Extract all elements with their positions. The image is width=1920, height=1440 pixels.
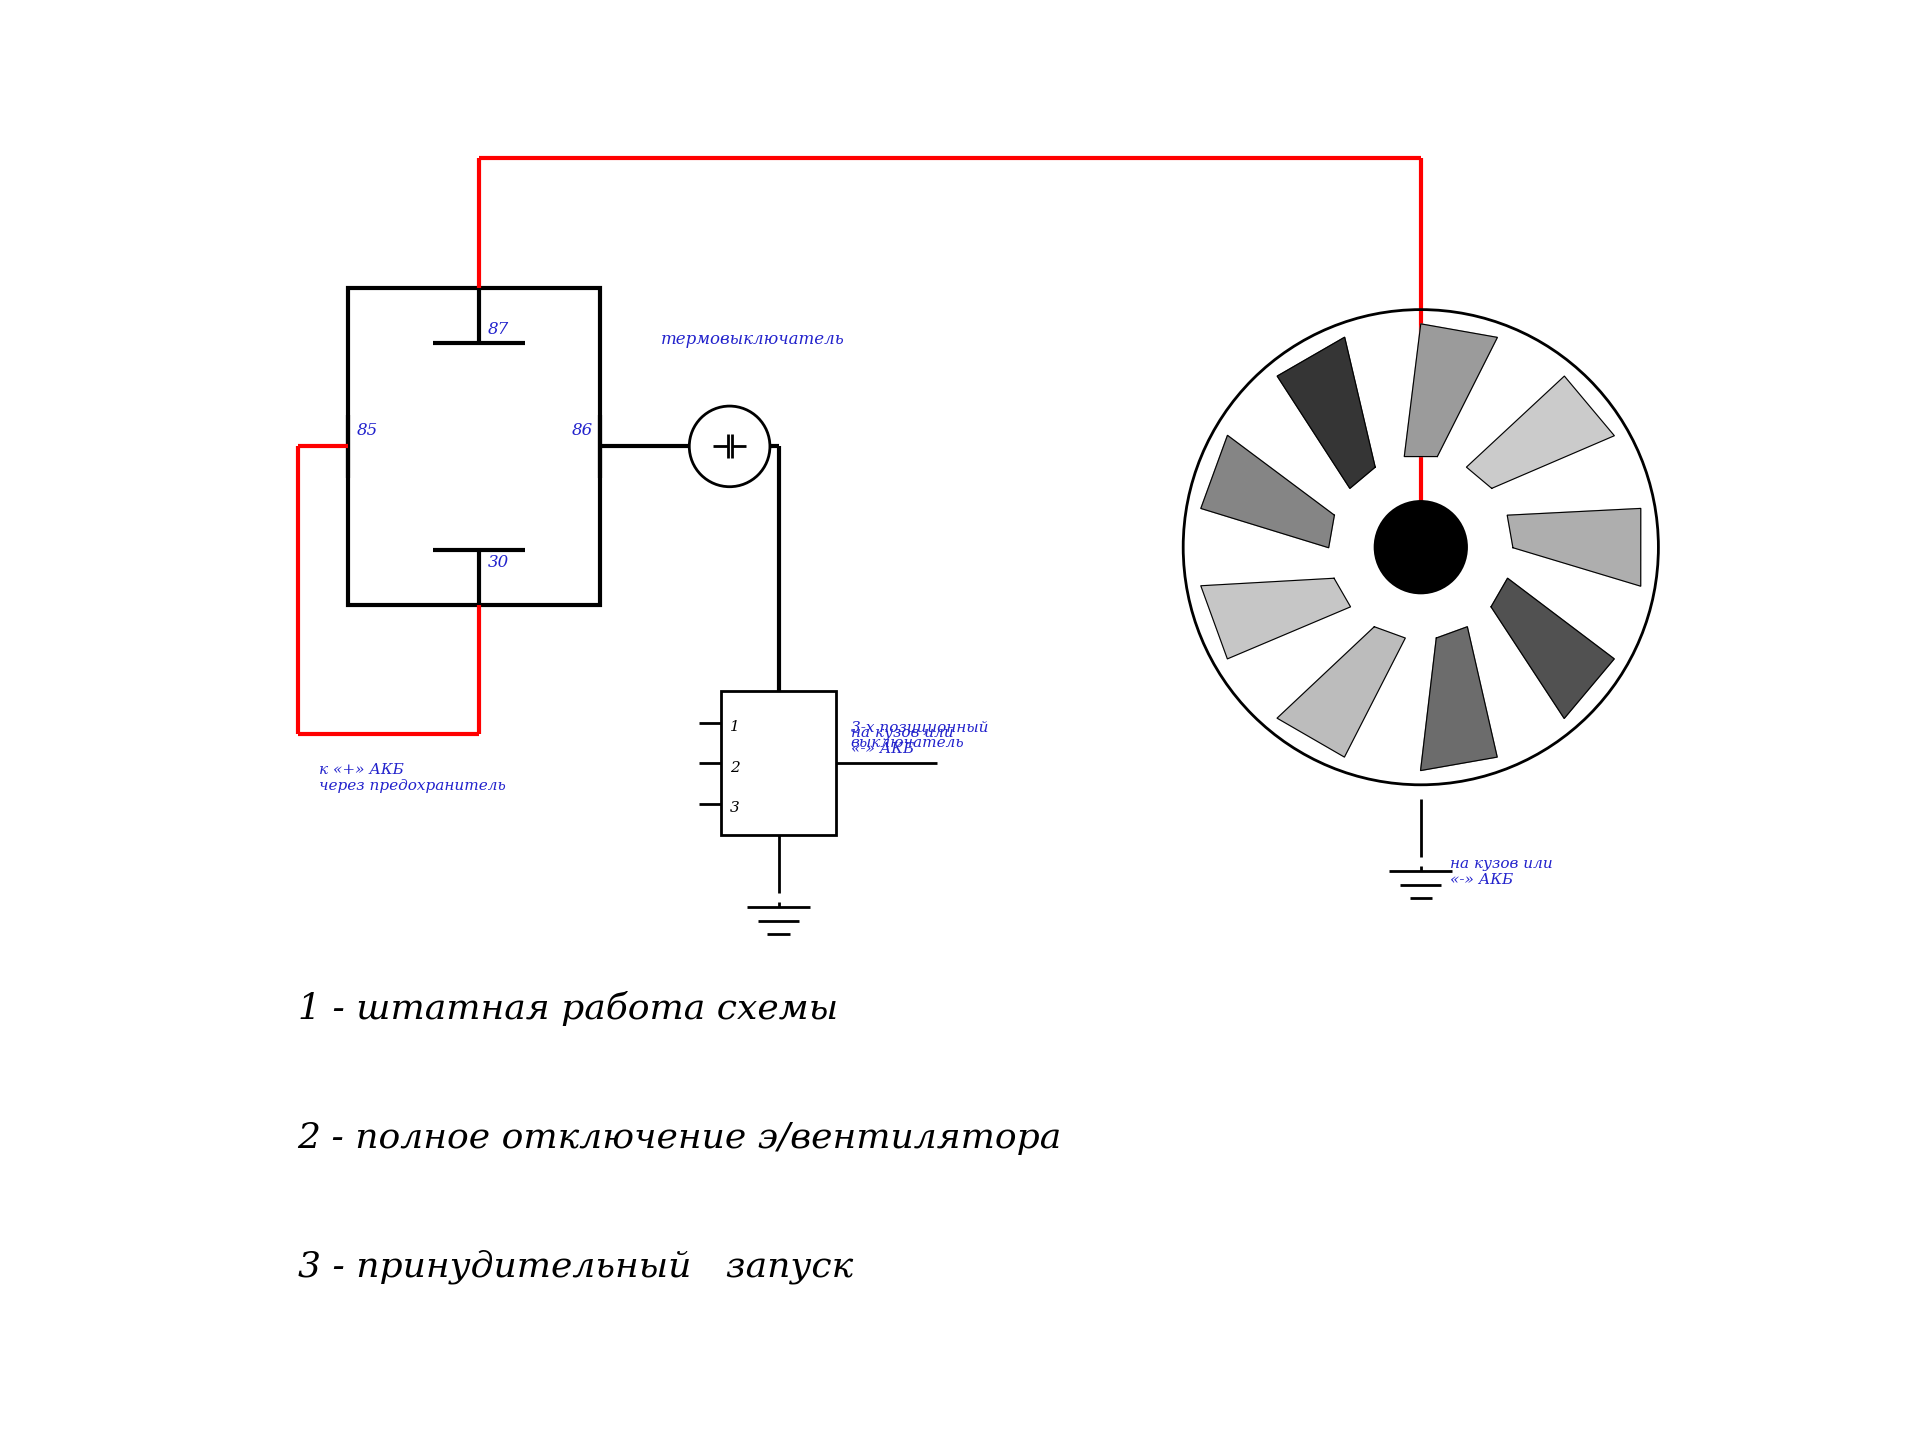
Circle shape [1375,501,1467,593]
Polygon shape [1200,435,1334,547]
Text: термовыключатель: термовыключатель [660,331,845,348]
Polygon shape [1277,626,1405,757]
Text: 3 - принудительный   запуск: 3 - принудительный запуск [298,1250,852,1284]
Polygon shape [1507,508,1642,586]
Text: на кузов или
«-» АКБ: на кузов или «-» АКБ [1450,857,1553,887]
Text: 86: 86 [572,422,593,439]
Text: к «+» АКБ
через предохранитель: к «+» АКБ через предохранитель [319,763,507,793]
Text: 3: 3 [730,801,739,815]
Text: на кузов или
«-» АКБ: на кузов или «-» АКБ [851,726,954,756]
Text: 3-х позиционный
выключатель: 3-х позиционный выключатель [851,720,989,750]
Text: 85: 85 [357,422,378,439]
Text: 2: 2 [730,760,739,775]
Polygon shape [1421,626,1498,770]
Bar [722,691,837,835]
Polygon shape [1277,337,1375,488]
Text: 87: 87 [488,321,509,338]
Text: 1: 1 [730,720,739,734]
Polygon shape [1200,579,1350,660]
Text: 1 - штатная работа схемы: 1 - штатная работа схемы [298,991,837,1025]
Polygon shape [1404,324,1498,456]
Text: 30: 30 [488,554,509,572]
Bar [348,288,601,605]
Polygon shape [1492,579,1615,719]
Polygon shape [1467,376,1615,488]
Text: 2 - полное отключение э/вентилятора: 2 - полное отключение э/вентилятора [298,1120,1062,1155]
